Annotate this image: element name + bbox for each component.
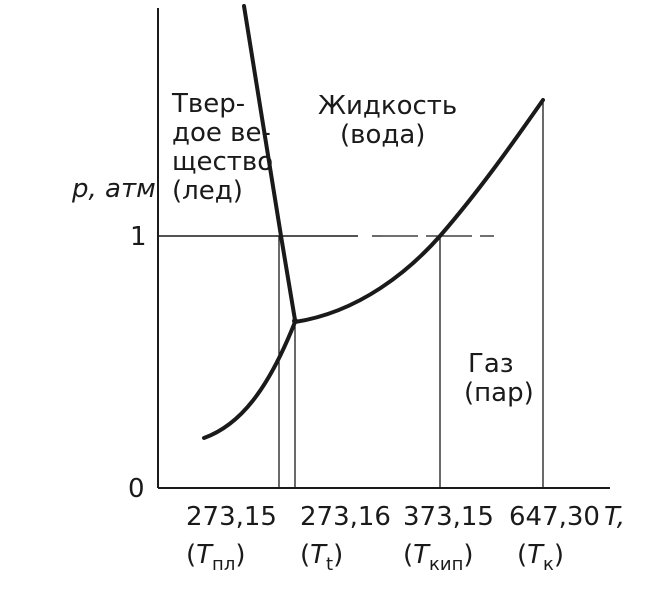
gas-line-1: Газ	[468, 349, 514, 379]
solid-line-4: (лед)	[172, 176, 243, 206]
y-tick-1: 1	[130, 222, 147, 252]
melting-curve	[242, 4, 297, 322]
solid-line-2: дое ве-	[172, 118, 271, 148]
x-tick-sym-tk: (Tк)	[517, 540, 565, 575]
solid-line-1: Твер-	[172, 89, 246, 119]
x-tick-value-tkip: 373,15	[403, 502, 494, 532]
x-tick-sub-tt: t	[326, 554, 334, 575]
x-tick-sym-tt: (Tt)	[300, 540, 344, 575]
vaporization-curve	[293, 98, 545, 324]
x-tick-sym-tkip: (Tкип)	[403, 540, 474, 575]
liquid-region-label: Жидкость (вода)	[318, 92, 457, 150]
liquid-line-2: (вода)	[340, 120, 426, 150]
x-tick-sym-tpl-letter: T	[196, 540, 213, 570]
x-tick-value-tk: 647,30	[509, 502, 600, 532]
x-tick-sub-tpl: пл	[212, 554, 236, 575]
gas-line-2: (пар)	[464, 378, 534, 408]
x-tick-sym-tkip-letter: T	[413, 540, 430, 570]
x-tick-value-tt: 273,16	[300, 502, 391, 532]
y-axis-label: p, атм	[72, 174, 156, 204]
solid-region-label: Твер- дое ве- щество (лед)	[172, 90, 273, 206]
liquid-line-1: Жидкость	[318, 91, 458, 121]
x-axis-label: T,	[604, 502, 626, 532]
y-axis-label-text: p, атм	[72, 174, 156, 204]
x-tick-sym-tpl: (Tпл)	[186, 540, 246, 575]
gas-region-label: Газ (пар)	[464, 350, 534, 408]
triple-point	[292, 318, 298, 324]
sublimation-curve	[202, 320, 297, 440]
x-tick-sym-tk-letter: T	[527, 540, 544, 570]
x-tick-sub-tkip: кип	[429, 554, 464, 575]
x-tick-value-tpl: 273,15	[186, 502, 277, 532]
x-tick-sub-tk: к	[543, 554, 554, 575]
x-tick-sym-tt-letter: T	[310, 540, 327, 570]
y-tick-0: 0	[128, 474, 145, 504]
solid-line-3: щество	[172, 147, 274, 177]
